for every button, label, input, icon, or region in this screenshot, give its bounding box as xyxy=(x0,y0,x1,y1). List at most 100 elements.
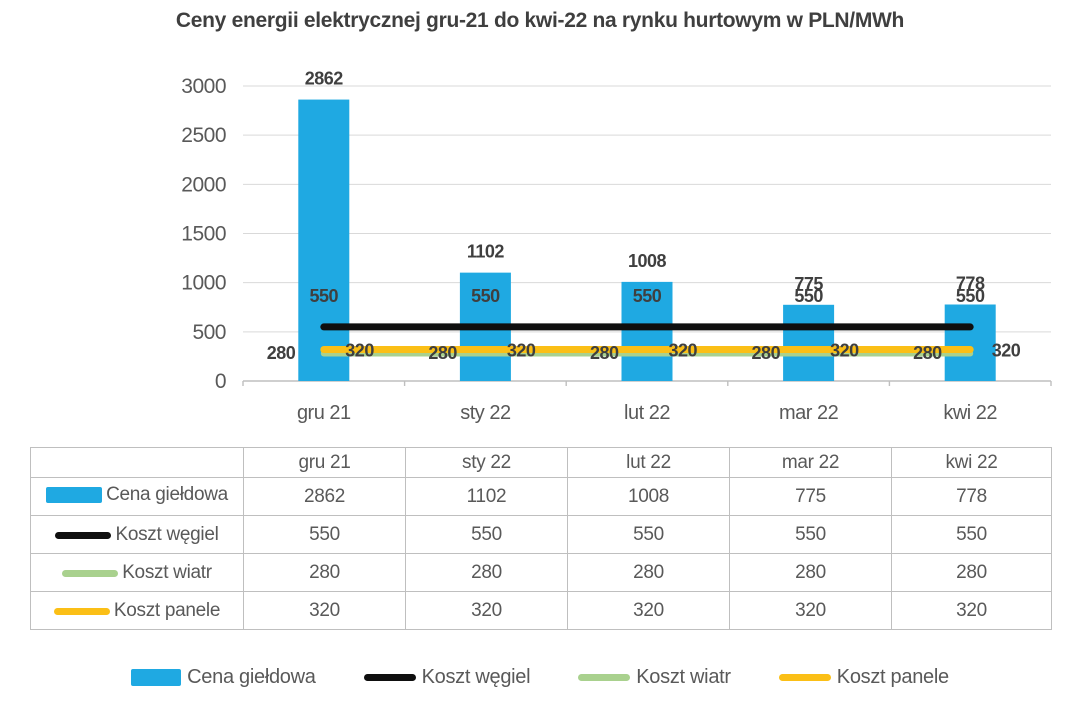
legend-item: Koszt węgiel xyxy=(363,666,531,689)
series-name: Koszt panele xyxy=(113,600,221,622)
chart-title: Ceny energii elektrycznej gru-21 do kwi-… xyxy=(175,9,905,32)
table-body: Cena giełdowa 2862 1102 1008 775 778 Koszt węg… xyxy=(30,477,1052,630)
table-column-header: sty 22 xyxy=(405,447,568,478)
table-row-label: Koszt węgiel xyxy=(55,524,219,546)
table-column-header: gru 21 xyxy=(243,447,406,478)
table-header: gru 21 sty 22 lut 22 mar 22 kwi 22 xyxy=(30,447,1052,478)
line-value-label: 280 xyxy=(752,343,781,363)
y-axis-tick-label: 2500 xyxy=(181,124,226,147)
bar-kwi 22 xyxy=(944,304,996,381)
table-row-label: Koszt panele xyxy=(53,600,221,622)
table-value-cell: 2862 xyxy=(243,477,406,516)
table-row-label: Koszt wiatr xyxy=(62,562,212,584)
legend-item: Koszt wiatr xyxy=(578,666,731,689)
legend-label: Koszt węgiel xyxy=(421,666,531,688)
x-axis-category-label: lut 22 xyxy=(624,402,670,424)
table-value-cell: 550 xyxy=(729,515,892,554)
line-value-label: 280 xyxy=(267,343,296,363)
y-axis-tick-label: 500 xyxy=(192,321,226,344)
bar-value-label: 775 xyxy=(794,274,823,294)
table-value-cell: 280 xyxy=(891,553,1052,592)
legend-label: Koszt panele xyxy=(836,666,949,688)
table-column-header: mar 22 xyxy=(729,447,892,478)
line-value-label: 550 xyxy=(956,286,985,306)
table-value-cell: 320 xyxy=(891,591,1052,630)
y-axis-tick-label: 1500 xyxy=(181,223,226,246)
line-value-label: 550 xyxy=(310,286,339,306)
chart-legend: Cena giełdowa Koszt węgiel Koszt wiatr Kosz… xyxy=(0,666,1080,689)
legend-item: Koszt panele xyxy=(778,666,949,689)
price-chart: 0 500 1000 1500 2000 2500 3000 gru 21 sty 22 lut … xyxy=(181,69,1052,424)
table-value-cell: 550 xyxy=(891,515,1052,554)
line-value-label: 320 xyxy=(669,341,698,361)
table-value-cell: 1102 xyxy=(405,477,568,516)
bar-swatch-icon xyxy=(131,669,182,686)
line-swatch-icon xyxy=(363,674,416,681)
y-axis-tick-label: 0 xyxy=(215,370,226,393)
line-value-label: 550 xyxy=(794,286,823,306)
table-value-cell: 550 xyxy=(243,515,406,554)
series-name: Koszt wiatr xyxy=(122,562,212,584)
x-axis-category-label: gru 21 xyxy=(297,402,351,424)
table-header-row: gru 21 sty 22 lut 22 mar 22 kwi 22 xyxy=(30,447,1052,478)
line-value-label: 320 xyxy=(507,341,536,361)
line-swatch-icon xyxy=(62,569,119,577)
y-axis-tick-label: 1000 xyxy=(181,272,226,295)
bar-lut 22 xyxy=(621,281,673,381)
table-value-cell: 320 xyxy=(405,591,568,630)
table-row-label-cell: Cena giełdowa xyxy=(30,477,244,516)
table-row: Koszt panele 320 320 320 320 320 xyxy=(30,591,1052,630)
bar-value-label: 1008 xyxy=(628,251,667,271)
table-value-cell: 778 xyxy=(891,477,1052,516)
table-row: Koszt wiatr 280 280 280 280 280 xyxy=(30,553,1052,592)
line-swatch-icon xyxy=(778,674,831,681)
line-value-label: 320 xyxy=(345,341,374,361)
line-value-label: 550 xyxy=(471,286,500,306)
line-value-label: 550 xyxy=(633,286,662,306)
table-value-cell: 320 xyxy=(729,591,892,630)
table-value-cell: 280 xyxy=(567,553,730,592)
legend-label: Cena giełdowa xyxy=(187,666,316,688)
table-value-cell: 775 xyxy=(729,477,892,516)
bar-gru 21 xyxy=(298,99,350,381)
series-name: Cena giełdowa xyxy=(106,484,228,505)
x-axis-category-label: mar 22 xyxy=(779,402,839,424)
table-value-cell: 280 xyxy=(729,553,892,592)
bar-value-label: 1102 xyxy=(467,242,505,262)
x-axis-category-label: sty 22 xyxy=(460,402,511,424)
y-axis-tick-label: 3000 xyxy=(181,75,226,98)
table-value-cell: 320 xyxy=(243,591,406,630)
table-corner-cell xyxy=(30,447,244,478)
data-table-wrap: gru 21 sty 22 lut 22 mar 22 kwi 22 Cena gieł… xyxy=(30,447,1052,630)
table-value-cell: 550 xyxy=(567,515,730,554)
legend-item: Cena giełdowa xyxy=(131,666,316,689)
data-table: gru 21 sty 22 lut 22 mar 22 kwi 22 Cena gieł… xyxy=(30,447,1052,630)
line-value-label: 280 xyxy=(913,343,942,363)
line-swatch-icon xyxy=(53,607,110,615)
table-column-header: kwi 22 xyxy=(891,447,1052,478)
table-value-cell: 1008 xyxy=(567,477,730,516)
x-axis-category-label: kwi 22 xyxy=(943,402,997,424)
table-value-cell: 550 xyxy=(405,515,568,554)
bar-value-label: 2862 xyxy=(305,69,344,89)
table-value-cell: 280 xyxy=(243,553,406,592)
table-row: Cena giełdowa 2862 1102 1008 775 778 xyxy=(30,477,1052,516)
table-row-label-cell: Koszt wiatr xyxy=(30,553,244,592)
legend-label: Koszt wiatr xyxy=(636,666,731,688)
table-column-header: lut 22 xyxy=(567,447,730,478)
line-value-label: 280 xyxy=(590,343,619,363)
table-row-label-cell: Koszt węgiel xyxy=(30,515,244,554)
table-value-cell: 320 xyxy=(567,591,730,630)
table-row: Koszt węgiel 550 550 550 550 550 xyxy=(30,515,1052,554)
table-row-label: Cena giełdowa xyxy=(46,484,228,506)
line-value-label: 320 xyxy=(830,341,859,361)
bar-value-label: 778 xyxy=(956,273,985,293)
table-value-cell: 280 xyxy=(405,553,568,592)
table-row-label-cell: Koszt panele xyxy=(30,591,244,630)
line-value-label: 320 xyxy=(992,341,1021,361)
bar-swatch-icon xyxy=(46,487,103,503)
line-value-label: 280 xyxy=(428,343,457,363)
line-swatch-icon xyxy=(55,531,112,539)
bar-mar 22 xyxy=(783,304,835,381)
